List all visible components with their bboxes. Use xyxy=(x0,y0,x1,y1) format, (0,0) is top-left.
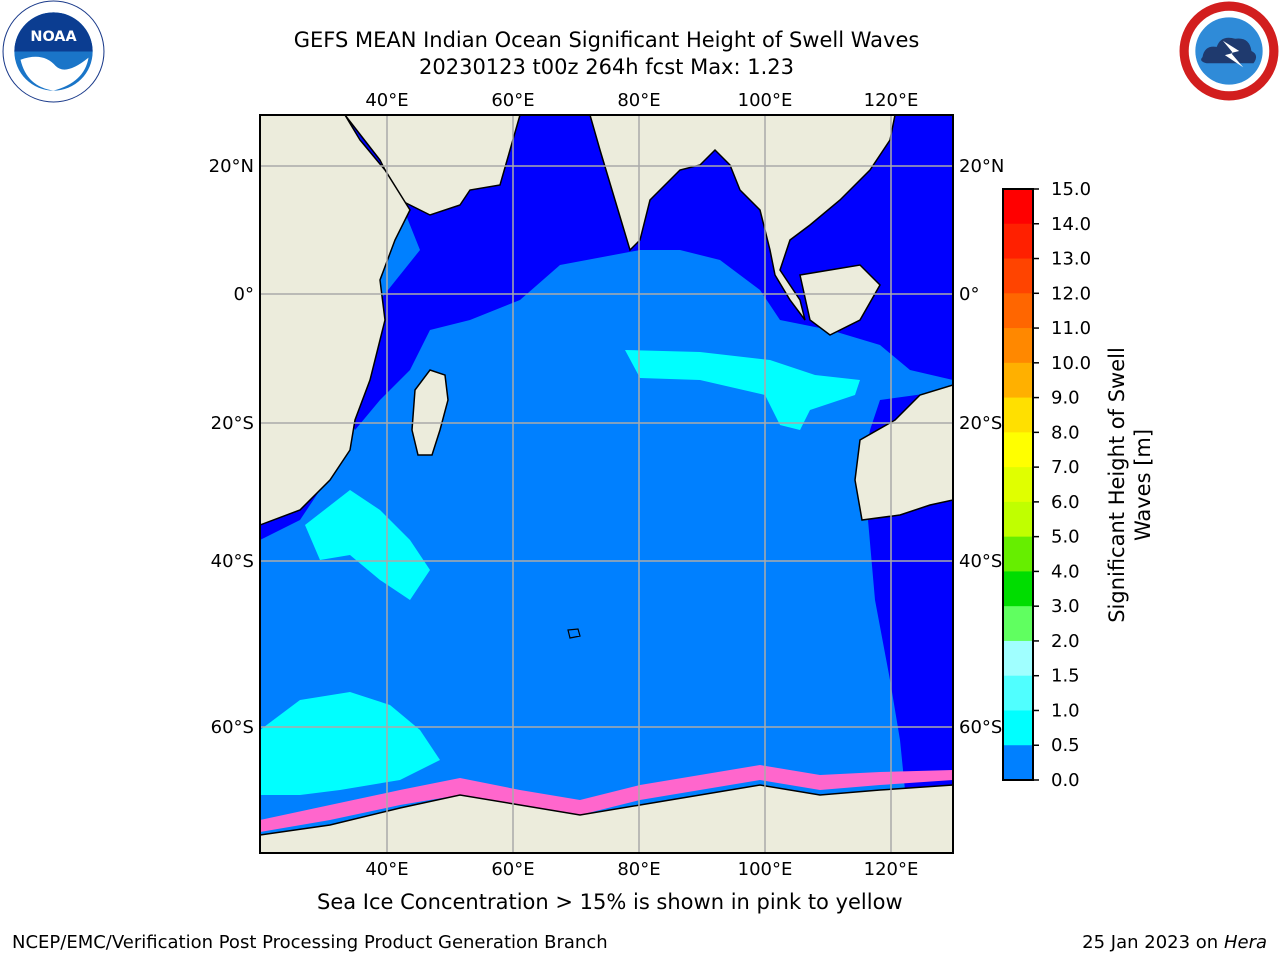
land-antarctica xyxy=(260,784,953,853)
colorbar-segment xyxy=(1003,536,1033,572)
colorbar-tick-label: 4.0 xyxy=(1051,561,1080,582)
colorbar-segment xyxy=(1003,189,1033,225)
noaa-logo-icon: NOAA xyxy=(2,0,105,103)
colorbar-tick-label: 3.0 xyxy=(1051,596,1080,617)
colorbar-tick-label: 14.0 xyxy=(1051,214,1091,235)
colorbar-tick-label: 9.0 xyxy=(1051,388,1080,409)
kerguelen-island xyxy=(567,628,581,639)
colorbar-label-line2: Waves [m] xyxy=(1131,428,1155,542)
lat-tick-right: 20°N xyxy=(959,156,1004,177)
footer-machine: Hera xyxy=(1223,932,1267,953)
colorbar-segment xyxy=(1003,640,1033,677)
swell-patch-southwest xyxy=(305,490,430,600)
colorbar-tick-label: 10.0 xyxy=(1051,353,1091,374)
lat-tick-left: 20°N xyxy=(209,156,254,177)
colorbar-segment xyxy=(1003,571,1033,607)
lon-tick-top: 80°E xyxy=(617,90,660,111)
lat-tick-left: 20°S xyxy=(211,413,254,434)
colorbar-segment xyxy=(1003,293,1033,329)
map-subtitle: 20230123 t00z 264h fcst Max: 1.23 xyxy=(419,55,794,79)
sea-ice-note: Sea Ice Concentration > 15% is shown in … xyxy=(317,890,903,914)
lat-tick-left: 40°S xyxy=(211,551,254,572)
map-title: GEFS MEAN Indian Ocean Significant Heigh… xyxy=(293,28,920,52)
lon-tick-top: 100°E xyxy=(738,90,793,111)
colorbar-segment xyxy=(1003,432,1033,468)
colorbar-tick-label: 1.0 xyxy=(1051,700,1080,721)
colorbar-tick-label: 13.0 xyxy=(1051,249,1091,270)
lat-tick-left: 60°S xyxy=(211,717,254,738)
bay-of-bengal-low-swell xyxy=(640,115,953,380)
colorbar-segment xyxy=(1003,606,1033,642)
lat-tick-right: 0° xyxy=(959,284,979,305)
colorbar-tick-label: 15.0 xyxy=(1051,179,1091,200)
swell-patch-far-south xyxy=(260,692,440,795)
colorbar-segment xyxy=(1003,362,1033,399)
lon-tick-top: 60°E xyxy=(491,90,534,111)
graticule xyxy=(260,115,953,853)
footer-date-text: 25 Jan 2023 on xyxy=(1082,932,1224,953)
colorbar-segment xyxy=(1003,675,1033,711)
lat-tick-right: 60°S xyxy=(959,717,1002,738)
lat-tick-right: 20°S xyxy=(959,413,1002,434)
nws-logo-icon xyxy=(1179,1,1279,101)
colorbar-segment xyxy=(1003,328,1033,364)
colorbar-segment xyxy=(1003,467,1033,503)
colorbar-label-line1: Significant Height of Swell xyxy=(1105,347,1129,623)
colorbar-tick-label: 8.0 xyxy=(1051,422,1080,443)
lon-tick-bottom: 80°E xyxy=(617,859,660,880)
colorbar-segment xyxy=(1003,710,1033,746)
colorbar-tick-label: 1.5 xyxy=(1051,666,1080,687)
colorbar-segment xyxy=(1003,745,1033,781)
swell-patch-central xyxy=(625,350,860,430)
colorbar-segment xyxy=(1003,258,1033,294)
lat-tick-right: 40°S xyxy=(959,551,1002,572)
colorbar-label: Significant Height of Swell Waves [m] xyxy=(1104,347,1156,623)
map-area xyxy=(260,115,953,853)
colorbar-tick-label: 2.0 xyxy=(1051,631,1080,652)
colorbar-tick-label: 12.0 xyxy=(1051,283,1091,304)
lon-tick-bottom: 60°E xyxy=(491,859,534,880)
footer-credit: NCEP/EMC/Verification Post Processing Pr… xyxy=(12,932,608,953)
colorbar-frame xyxy=(1002,188,1034,781)
lon-tick-top: 120°E xyxy=(864,90,919,111)
lon-tick-bottom: 40°E xyxy=(365,859,408,880)
lat-tick-left: 0° xyxy=(234,284,254,305)
map-frame xyxy=(259,114,954,854)
land-madagascar xyxy=(411,369,449,456)
colorbar-tick-label: 11.0 xyxy=(1051,318,1091,339)
colorbar-segment xyxy=(1003,501,1033,538)
colorbar-tick-label: 7.0 xyxy=(1051,457,1080,478)
land-borneo-sumatra xyxy=(799,264,881,336)
land-australia xyxy=(854,384,953,521)
sea-ice-edge xyxy=(260,765,953,832)
lon-tick-top: 40°E xyxy=(365,90,408,111)
lon-tick-bottom: 120°E xyxy=(864,859,919,880)
colorbar xyxy=(1002,188,1034,781)
colorbar-segment xyxy=(1003,397,1033,433)
colorbar-tick-label: 0.0 xyxy=(1051,770,1080,791)
colorbar-tick-label: 5.0 xyxy=(1051,527,1080,548)
colorbar-tick-label: 0.5 xyxy=(1051,735,1080,756)
noaa-logo-text: NOAA xyxy=(30,29,77,45)
footer-date: 25 Jan 2023 on Hera xyxy=(1082,932,1267,953)
colorbar-tick-label: 6.0 xyxy=(1051,492,1080,513)
colorbar-segment xyxy=(1003,223,1033,260)
lon-tick-bottom: 100°E xyxy=(738,859,793,880)
